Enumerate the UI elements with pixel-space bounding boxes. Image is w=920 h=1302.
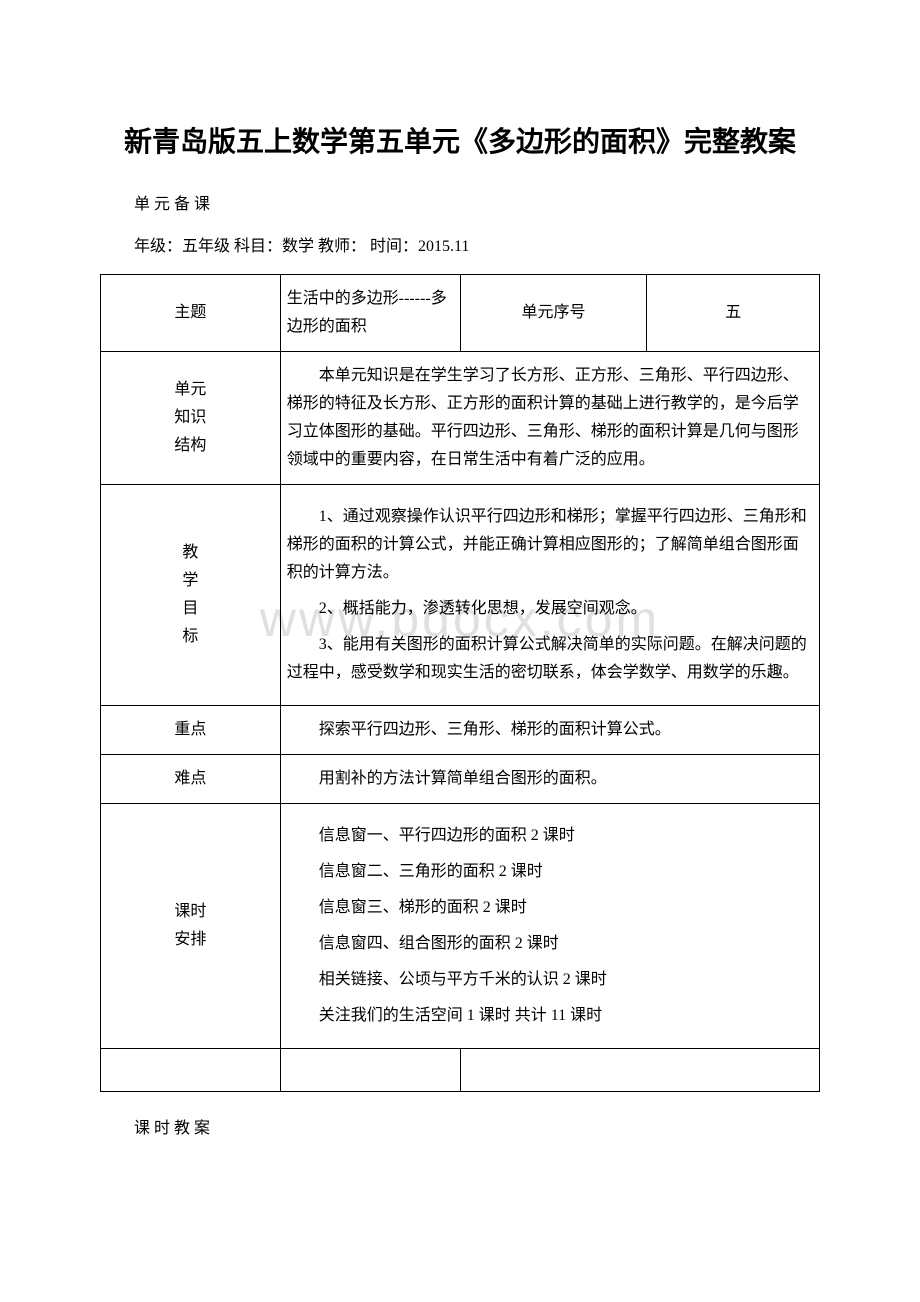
schedule-item: 信息窗三、梯形的面积 2 课时 — [287, 894, 813, 922]
theme-value: 生活中的多边形------多边形的面积 — [280, 275, 460, 352]
goals-label: 教 学 目 标 — [101, 485, 281, 706]
table-row: 难点 用割补的方法计算简单组合图形的面积。 — [101, 755, 820, 804]
difficulty-label: 难点 — [101, 755, 281, 804]
structure-content: 本单元知识是在学生学习了长方形、正方形、三角形、平行四边形、梯形的特征及长方形、… — [280, 352, 819, 485]
label-line: 教 — [107, 539, 274, 567]
structure-text: 本单元知识是在学生学习了长方形、正方形、三角形、平行四边形、梯形的特征及长方形、… — [287, 362, 813, 474]
unit-number-label: 单元序号 — [460, 275, 647, 352]
keypoint-text: 探索平行四边形、三角形、梯形的面积计算公式。 — [287, 716, 813, 744]
label-line: 学 — [107, 567, 274, 595]
label-line: 安排 — [107, 926, 274, 954]
label-line: 目 — [107, 595, 274, 623]
schedule-label: 课时 安排 — [101, 804, 281, 1049]
footer-text: 课 时 教 案 — [134, 1114, 820, 1138]
label-line: 结构 — [107, 432, 274, 460]
subtitle: 单 元 备 课 — [134, 190, 820, 214]
unit-number-value: 五 — [647, 275, 820, 352]
info-line: 年级：五年级 科目：数学 教师： 时间：2015.11 — [134, 232, 820, 256]
keypoint-label: 重点 — [101, 706, 281, 755]
schedule-content: 信息窗一、平行四边形的面积 2 课时 信息窗二、三角形的面积 2 课时 信息窗三… — [280, 804, 819, 1049]
schedule-item: 信息窗二、三角形的面积 2 课时 — [287, 858, 813, 886]
schedule-item: 信息窗一、平行四边形的面积 2 课时 — [287, 822, 813, 850]
table-row: 重点 探索平行四边形、三角形、梯形的面积计算公式。 — [101, 706, 820, 755]
table-row: 课时 安排 信息窗一、平行四边形的面积 2 课时 信息窗二、三角形的面积 2 课… — [101, 804, 820, 1049]
label-line: 单元 — [107, 376, 274, 404]
goal-item: 1、通过观察操作认识平行四边形和梯形；掌握平行四边形、三角形和梯形的面积的计算公… — [287, 503, 813, 587]
table-row: 主题 生活中的多边形------多边形的面积 单元序号 五 — [101, 275, 820, 352]
table-row — [101, 1049, 820, 1092]
schedule-item: 相关链接、公顷与平方千米的认识 2 课时 — [287, 966, 813, 994]
empty-cell — [280, 1049, 460, 1092]
label-line: 课时 — [107, 898, 274, 926]
schedule-item: 信息窗四、组合图形的面积 2 课时 — [287, 930, 813, 958]
theme-label: 主题 — [101, 275, 281, 352]
empty-cell — [101, 1049, 281, 1092]
difficulty-content: 用割补的方法计算简单组合图形的面积。 — [280, 755, 819, 804]
structure-label: 单元 知识 结构 — [101, 352, 281, 485]
keypoint-content: 探索平行四边形、三角形、梯形的面积计算公式。 — [280, 706, 819, 755]
goals-content: 1、通过观察操作认识平行四边形和梯形；掌握平行四边形、三角形和梯形的面积的计算公… — [280, 485, 819, 706]
page-title: 新青岛版五上数学第五单元《多边形的面积》完整教案 — [100, 120, 820, 160]
schedule-item: 关注我们的生活空间 1 课时 共计 11 课时 — [287, 1002, 813, 1030]
table-row: 教 学 目 标 1、通过观察操作认识平行四边形和梯形；掌握平行四边形、三角形和梯… — [101, 485, 820, 706]
empty-cell — [460, 1049, 820, 1092]
lesson-plan-table: 主题 生活中的多边形------多边形的面积 单元序号 五 单元 知识 结构 本… — [100, 274, 820, 1092]
table-row: 单元 知识 结构 本单元知识是在学生学习了长方形、正方形、三角形、平行四边形、梯… — [101, 352, 820, 485]
label-line: 标 — [107, 623, 274, 651]
goal-item: 3、能用有关图形的面积计算公式解决简单的实际问题。在解决问题的过程中，感受数学和… — [287, 631, 813, 687]
label-line: 知识 — [107, 404, 274, 432]
goal-item: 2、概括能力，渗透转化思想，发展空间观念。 — [287, 595, 813, 623]
difficulty-text: 用割补的方法计算简单组合图形的面积。 — [287, 765, 813, 793]
